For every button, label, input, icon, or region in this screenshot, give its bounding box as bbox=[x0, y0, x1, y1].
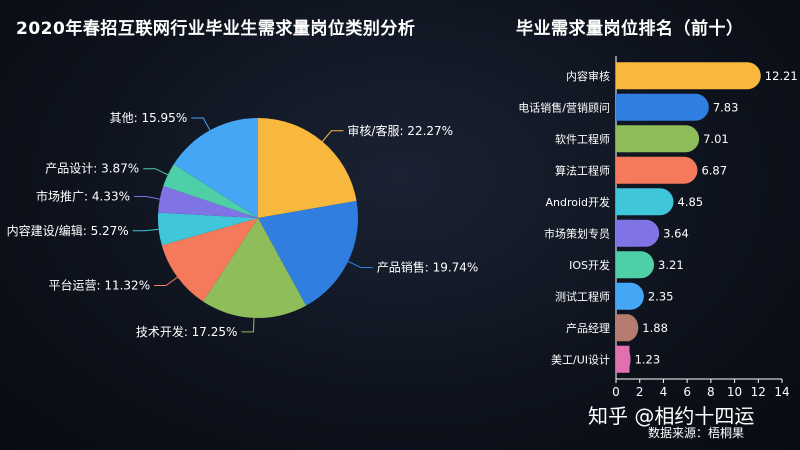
pie-chart-title: 2020年春招互联网行业毕业生需求量岗位类别分析 bbox=[16, 19, 416, 39]
bar-category-label-6: IOS开发 bbox=[569, 258, 610, 272]
pie-label-1: 产品销售: 19.74% bbox=[377, 259, 479, 274]
bar-base-1 bbox=[616, 93, 630, 121]
bar-base-6 bbox=[616, 251, 630, 279]
bar-value-label-0: 12.21 bbox=[765, 69, 798, 83]
pie-label-3: 平台运营: 11.32% bbox=[48, 277, 150, 292]
pie-label-line-0 bbox=[322, 130, 344, 142]
pie-slice-7 bbox=[173, 118, 258, 218]
bar-value-label-7: 2.35 bbox=[648, 289, 674, 303]
bar-category-label-1: 电话销售/营销顾问 bbox=[518, 100, 610, 114]
bar-value-label-1: 7.83 bbox=[713, 100, 739, 114]
pie-label-line-4 bbox=[132, 228, 159, 232]
pie-label-5: 市场推广: 4.33% bbox=[36, 189, 130, 204]
bar-base-3 bbox=[616, 156, 630, 184]
pie-label-6: 产品设计: 3.87% bbox=[45, 162, 139, 176]
pie-slice-2 bbox=[203, 218, 307, 318]
x-tick-label-6: 12 bbox=[751, 385, 766, 399]
bar-category-label-4: Android开发 bbox=[545, 195, 610, 209]
x-tick-label-2: 4 bbox=[660, 385, 668, 399]
bar-0 bbox=[616, 62, 761, 90]
pie-label-line-3 bbox=[154, 276, 178, 286]
bar-value-label-4: 4.85 bbox=[678, 195, 704, 209]
x-tick-label-3: 6 bbox=[683, 385, 691, 399]
bar-1 bbox=[616, 93, 709, 121]
bar-base-0 bbox=[616, 62, 630, 90]
bar-2 bbox=[616, 125, 700, 153]
watermark: 知乎 @相约十四运 bbox=[588, 404, 755, 428]
pie-label-7: 其他: 15.95% bbox=[110, 111, 188, 125]
x-tick-label-0: 0 bbox=[612, 385, 620, 399]
data-source: 数据来源：梧桐果 bbox=[648, 426, 745, 440]
pie-label-line-6 bbox=[143, 168, 169, 176]
pie-label-line-7 bbox=[191, 117, 211, 131]
bar-category-label-0: 内容审核 bbox=[566, 69, 610, 83]
bar-category-label-9: 美工/UI设计 bbox=[551, 353, 610, 366]
bar-category-label-2: 软件工程师 bbox=[555, 132, 610, 146]
bar-base-8 bbox=[616, 314, 630, 342]
pie-label-line-2 bbox=[241, 317, 255, 333]
pie-label-line-1 bbox=[347, 260, 373, 268]
bar-4 bbox=[616, 188, 674, 216]
pie-slice-0 bbox=[258, 118, 357, 218]
bar-base-7 bbox=[616, 282, 630, 310]
bar-base-5 bbox=[616, 219, 630, 247]
pie-slice-5 bbox=[158, 186, 258, 218]
pie-label-0: 审核/客服: 22.27% bbox=[347, 123, 453, 138]
bar-chart-title: 毕业需求量岗位排名（前十） bbox=[516, 19, 744, 39]
bar-value-label-8: 1.88 bbox=[642, 321, 668, 335]
bar-base-9 bbox=[616, 345, 630, 373]
pie-label-2: 技术开发: 17.25% bbox=[136, 324, 238, 339]
bar-value-label-9: 1.23 bbox=[635, 352, 661, 366]
x-tick-label-4: 8 bbox=[707, 385, 715, 399]
x-tick-label-5: 10 bbox=[727, 385, 742, 399]
bar-base-2 bbox=[616, 125, 630, 153]
bar-3 bbox=[616, 156, 698, 184]
bar-value-label-6: 3.21 bbox=[658, 258, 684, 272]
bar-category-label-7: 测试工程师 bbox=[555, 290, 610, 303]
x-tick-label-7: 14 bbox=[774, 385, 789, 399]
pie-slice-1 bbox=[258, 200, 359, 306]
bar-value-label-5: 3.64 bbox=[663, 226, 689, 240]
pie-label-line-5 bbox=[134, 196, 160, 200]
bar-category-label-8: 产品经理 bbox=[566, 321, 610, 335]
bar-category-label-3: 算法工程师 bbox=[555, 163, 610, 177]
pie-label-4: 内容建设/编辑: 5.27% bbox=[7, 223, 129, 238]
pie-slice-6 bbox=[163, 164, 258, 218]
bar-value-label-2: 7.01 bbox=[703, 132, 729, 146]
pie-slice-4 bbox=[157, 212, 258, 246]
bar-value-label-3: 6.87 bbox=[701, 163, 727, 177]
pie-slice-3 bbox=[161, 218, 258, 302]
bar-category-label-5: 市场策划专员 bbox=[544, 226, 610, 240]
bar-base-4 bbox=[616, 188, 630, 216]
x-tick-label-1: 2 bbox=[636, 385, 644, 399]
